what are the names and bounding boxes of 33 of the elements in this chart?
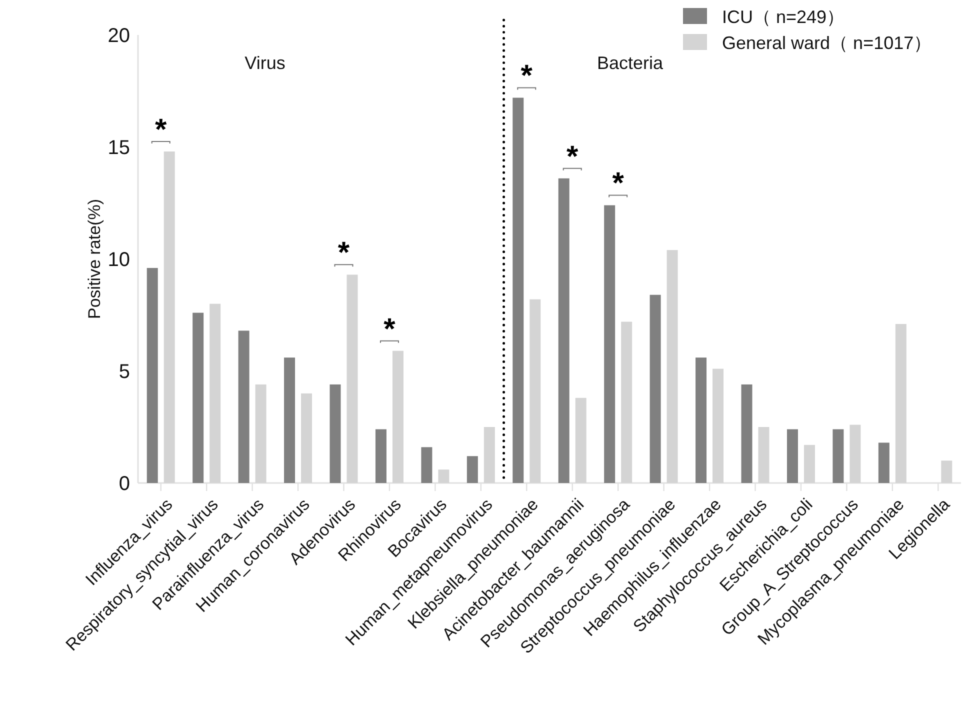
bar <box>466 456 478 483</box>
bar <box>878 442 890 483</box>
legend-label: ICU（ n=249） <box>722 7 845 27</box>
y-tick-label: 0 <box>118 473 130 495</box>
annotation: * <box>612 167 624 200</box>
bar <box>421 447 432 483</box>
bar <box>741 384 752 483</box>
bar <box>238 330 250 483</box>
bar <box>832 429 844 483</box>
bar <box>604 205 616 483</box>
annotation: * <box>520 60 533 93</box>
annotation: * <box>384 312 396 346</box>
bar <box>330 384 341 483</box>
annotation: * <box>338 236 350 270</box>
bar <box>284 358 296 483</box>
bar <box>375 429 386 483</box>
bar <box>650 294 661 483</box>
y-tick-label: 20 <box>108 25 130 47</box>
annotation: Virus <box>244 53 286 73</box>
bar <box>146 268 158 483</box>
annotation: Bacteria <box>596 53 664 73</box>
bar <box>512 98 524 483</box>
bar <box>192 312 204 483</box>
bar <box>696 358 707 483</box>
y-axis-title: Positive rate(%) <box>85 199 104 319</box>
y-tick-label: 5 <box>118 361 130 383</box>
legend-label: General ward（ n=1017） <box>722 33 932 53</box>
y-tick-label: 10 <box>108 249 130 271</box>
bar <box>786 429 798 483</box>
bar <box>558 178 570 483</box>
annotation: * <box>566 140 579 174</box>
y-tick-label: 15 <box>108 137 130 159</box>
annotation: * <box>155 113 168 146</box>
